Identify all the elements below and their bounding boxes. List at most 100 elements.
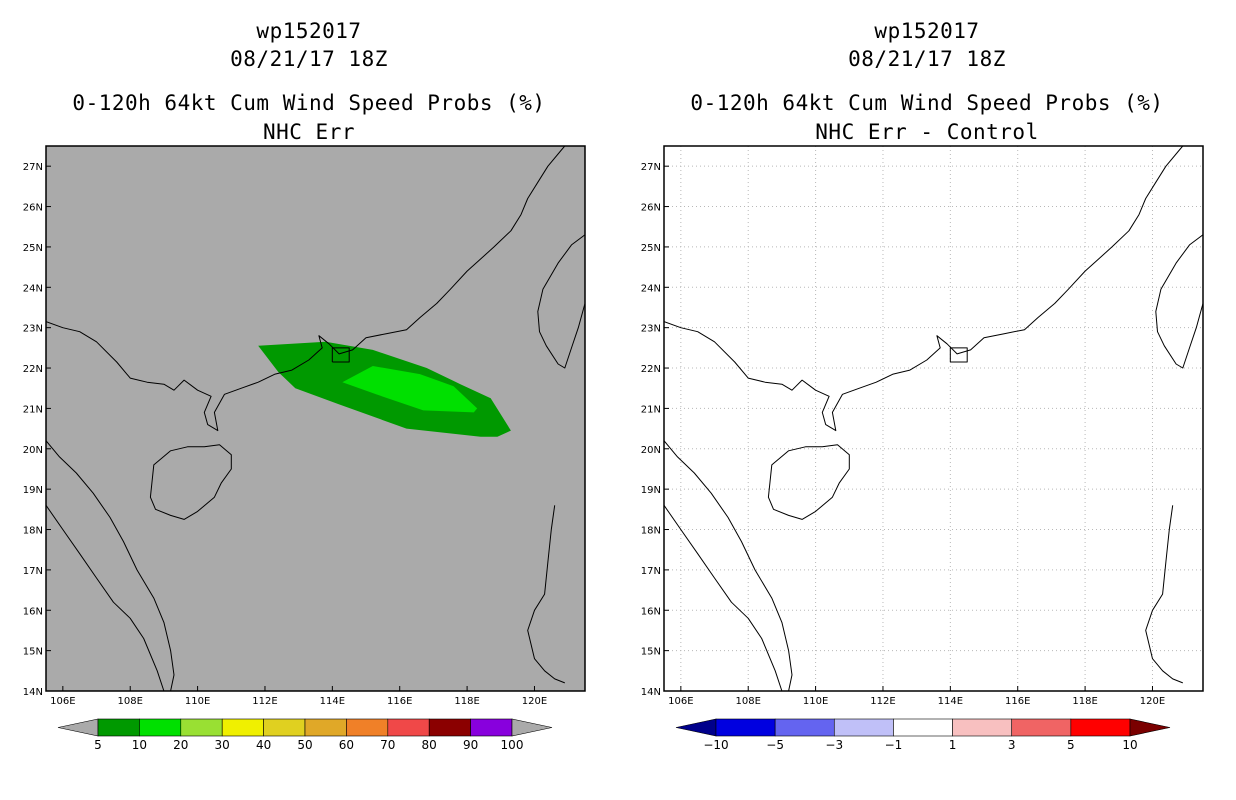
storm-id: wp152017: [256, 19, 362, 43]
coastline-china: [46, 146, 566, 432]
colorbar-swatch: [221, 718, 264, 737]
x-tick-label: 120E: [1140, 696, 1165, 707]
colorbar-label: 70: [380, 738, 395, 752]
colorbar-label: 3: [1008, 738, 1016, 752]
colorbar-label: −1: [885, 738, 903, 752]
y-tick-label: 21N: [23, 404, 43, 415]
plot-background: [664, 146, 1203, 691]
y-tick-label: 24N: [23, 283, 43, 294]
y-tick-label: 27N: [641, 162, 661, 173]
plot-frame: [663, 145, 1204, 692]
colorbar-swatch: [387, 718, 430, 737]
colorbar-swatch: [1070, 718, 1131, 737]
y-tick-label: 14N: [641, 687, 661, 698]
plot-frame: [45, 145, 586, 692]
colorbar-swatch: [774, 718, 835, 737]
border-line: [664, 505, 783, 691]
hong-kong-box: [949, 347, 968, 363]
colorbar-label: 60: [339, 738, 354, 752]
x-tick-label: 120E: [522, 696, 547, 707]
coastline-hainan: [767, 444, 850, 520]
y-tick-label: 20N: [641, 445, 661, 456]
colorbar-label: 5: [1067, 738, 1075, 752]
colorbar-swatch: [180, 718, 223, 737]
wind-prob-difference-map: 106E 108E 110E 112E 114E 116E 118E 120E 14N 15N 16…: [641, 145, 1204, 752]
coastline-hainan: [149, 444, 232, 520]
y-tick-label: 22N: [23, 364, 43, 375]
coastline-taiwan: [537, 234, 585, 369]
coastline-luzon: [527, 505, 565, 684]
coastline-taiwan: [1155, 234, 1203, 369]
colorbar-swatch: [263, 718, 306, 737]
colorbar-swatch: [304, 718, 347, 737]
y-tick-label: 14N: [23, 687, 43, 698]
x-tick-label: 118E: [454, 696, 479, 707]
panel-nhc-err: wp152017 08/21/17 18Z 0-120h 64kt Cum Wi…: [23, 19, 586, 752]
y-tick-label: 16N: [641, 606, 661, 617]
y-tick-label: 16N: [23, 606, 43, 617]
y-tick-label: 15N: [641, 647, 661, 658]
x-tick-label: 114E: [938, 696, 963, 707]
colorbar-swatch: [139, 718, 182, 737]
prob-contour-10-20%: [342, 366, 478, 413]
colorbar-label: −3: [825, 738, 843, 752]
datetime: 08/21/17 18Z: [230, 47, 388, 71]
panel-nhc-err-minus-control: wp152017 08/21/17 18Z 0-120h 64kt Cum Wi…: [618, 0, 1236, 800]
coastline-vietnam: [664, 440, 793, 691]
colorbar: 5 10 20 30 40 50 60 70 80 90 100: [57, 718, 553, 752]
y-tick-label: 26N: [23, 203, 43, 214]
colorbar-label: 5: [94, 738, 102, 752]
colorbar-label: 90: [463, 738, 478, 752]
colorbar-label: 1: [949, 738, 957, 752]
y-tick-label: 17N: [23, 566, 43, 577]
storm-id: wp152017: [874, 19, 980, 43]
y-tick-label: 19N: [23, 485, 43, 496]
colorbar-label: −10: [703, 738, 728, 752]
y-tick-label: 23N: [23, 324, 43, 335]
x-tick-label: 112E: [252, 696, 277, 707]
coastline-vietnam: [46, 440, 175, 691]
y-tick-label: 18N: [23, 526, 43, 537]
colorbar-swatch: [428, 718, 471, 737]
colorbar-swatch: [952, 718, 1013, 737]
y-tick-label: 25N: [641, 243, 661, 254]
hong-kong-box: [331, 347, 350, 363]
colorbar-label: −5: [766, 738, 784, 752]
colorbar-label: 80: [422, 738, 437, 752]
coastline-luzon: [1145, 505, 1183, 684]
x-tick-label: 116E: [387, 696, 412, 707]
chart-title: 0-120h 64kt Cum Wind Speed Probs (%): [72, 91, 546, 115]
x-tick-label: 114E: [320, 696, 345, 707]
colorbar-arrow-left: [675, 718, 717, 737]
colorbar-swatch: [97, 718, 140, 737]
colorbar-swatch: [346, 718, 389, 737]
colorbar-label: 10: [1122, 738, 1137, 752]
colorbar-arrow-right: [511, 718, 553, 737]
y-tick-label: 26N: [641, 203, 661, 214]
y-tick-label: 17N: [641, 566, 661, 577]
x-tick-label: 116E: [1005, 696, 1030, 707]
x-tick-label: 118E: [1072, 696, 1097, 707]
colorbar-label: 100: [501, 738, 524, 752]
chart-title: 0-120h 64kt Cum Wind Speed Probs (%): [690, 91, 1164, 115]
y-tick-label: 18N: [641, 526, 661, 537]
map-layer: [664, 146, 1203, 691]
y-tick-label: 27N: [23, 162, 43, 173]
y-tick-label: 19N: [641, 485, 661, 496]
y-tick-label: 23N: [641, 324, 661, 335]
chart-subtitle: NHC Err - Control: [815, 120, 1039, 144]
y-tick-label: 25N: [23, 243, 43, 254]
datetime: 08/21/17 18Z: [848, 47, 1006, 71]
border-line: [46, 505, 165, 691]
colorbar: −10 −5 −3 −1 1 3 5 10: [675, 718, 1171, 752]
plot-background: [46, 146, 585, 691]
x-tick-label: 106E: [668, 696, 693, 707]
x-tick-label: 110E: [803, 696, 828, 707]
colorbar-swatch: [833, 718, 894, 737]
colorbar-arrow-left: [57, 718, 99, 737]
chart-subtitle: NHC Err: [262, 120, 355, 144]
coastline-china: [664, 146, 1184, 432]
y-tick-label: 20N: [23, 445, 43, 456]
x-tick-label: 108E: [736, 696, 761, 707]
y-tick-label: 22N: [641, 364, 661, 375]
